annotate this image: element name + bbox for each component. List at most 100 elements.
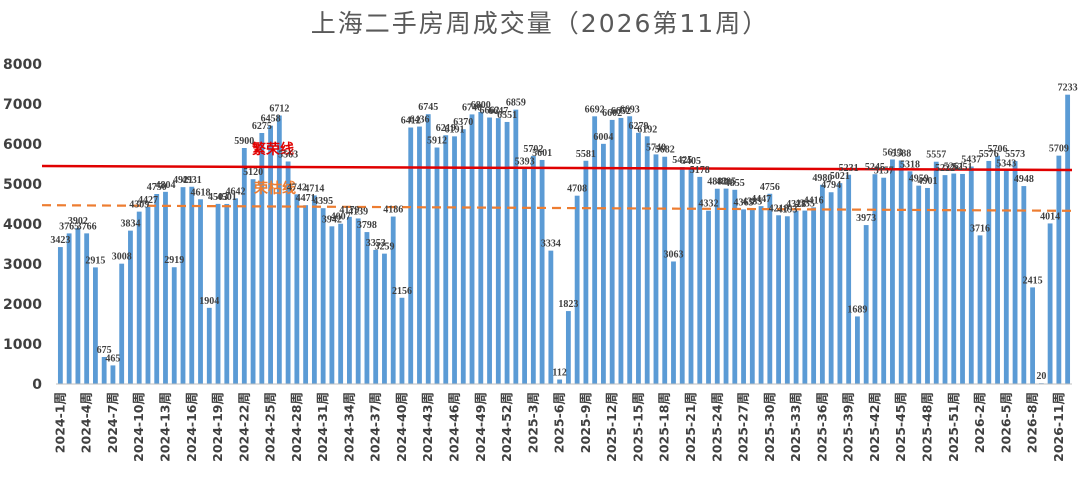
- y-tick-label: 7000: [3, 97, 42, 113]
- bar: [495, 118, 501, 385]
- bar: [767, 193, 773, 384]
- data-label: 3008: [112, 252, 132, 263]
- data-label: 3766: [77, 221, 97, 232]
- bar: [907, 171, 913, 384]
- bar: [469, 114, 475, 385]
- bar: [679, 167, 685, 384]
- data-label: 3902: [68, 216, 88, 227]
- data-label: 3423: [50, 235, 70, 246]
- data-label: 6412: [401, 116, 421, 127]
- bar: [951, 173, 957, 384]
- data-label: 1689: [847, 304, 867, 315]
- data-label: 6745: [418, 102, 438, 113]
- bar: [294, 194, 300, 384]
- x-tick-label: 2025-12周: [604, 392, 619, 462]
- bar-series: [57, 94, 1071, 385]
- data-label: 4855: [725, 178, 745, 189]
- data-label: 675: [97, 345, 112, 356]
- bar: [347, 216, 352, 384]
- data-label: 5120: [243, 167, 263, 178]
- bar: [644, 136, 650, 384]
- data-label: 5563: [278, 149, 298, 160]
- bar: [163, 191, 168, 384]
- data-label: 3798: [357, 220, 377, 231]
- bar: [706, 210, 711, 384]
- bar: [171, 267, 177, 384]
- y-axis: 0 1000 2000 3000 4000 5000 6000 7000 8000: [3, 57, 42, 393]
- data-label: 6436: [409, 115, 429, 126]
- x-tick-label: 2025-6周: [552, 392, 567, 453]
- data-label: 4501: [217, 192, 237, 203]
- bar: [819, 184, 825, 384]
- data-label: 5245: [865, 162, 885, 173]
- bar: [539, 159, 545, 384]
- x-tick-label: 2024-10周: [131, 392, 146, 462]
- x-tick-label: 2024-16周: [184, 392, 199, 462]
- data-label: 6219: [436, 123, 456, 134]
- data-label: 5900: [234, 136, 254, 147]
- bar: [487, 117, 492, 385]
- bar: [557, 379, 563, 384]
- x-tick-label: 2025-30周: [762, 392, 777, 462]
- bar: [601, 143, 606, 384]
- data-label: 3716: [970, 223, 990, 234]
- data-label: 5343: [996, 158, 1016, 169]
- data-label: 4742: [287, 182, 307, 193]
- bar: [968, 166, 974, 384]
- data-label: 5021: [830, 171, 850, 182]
- y-tick-label: 0: [32, 377, 42, 393]
- data-label: 3973: [856, 213, 876, 224]
- data-label: 5576: [979, 149, 999, 160]
- bar: [382, 253, 387, 384]
- bar: [890, 159, 895, 384]
- x-tick-label: 2024-1周: [52, 392, 67, 453]
- data-label: 5912: [427, 136, 447, 147]
- data-label: 6458: [261, 114, 281, 125]
- x-axis: 2024-1周 2024-4周 2024-7周 2024-10周 2024-13周 202…: [52, 383, 1072, 462]
- bar: [417, 126, 422, 384]
- data-label: 4794: [821, 180, 841, 191]
- bar: [942, 175, 948, 384]
- data-labels: 3423376539023766291567546530083834430944…: [50, 83, 1077, 383]
- data-label: 6692: [585, 104, 605, 115]
- x-tick-label: 2025-27周: [736, 392, 751, 462]
- data-label: 6551: [497, 110, 517, 121]
- data-label: 4921: [173, 175, 193, 186]
- data-label: 4335: [795, 199, 815, 210]
- y-tick-label: 8000: [3, 57, 42, 73]
- data-label: 4007: [331, 212, 351, 223]
- x-tick-label: 2025-51周: [946, 392, 961, 462]
- bar: [110, 365, 116, 384]
- x-tick-label: 2025-9周: [578, 392, 593, 453]
- chart-title: 上海二手房周成交量（2026第11周）: [310, 9, 770, 38]
- x-tick-label: 2024-43周: [420, 392, 435, 462]
- bar: [504, 121, 510, 385]
- bar: [93, 267, 98, 384]
- bar: [609, 119, 615, 385]
- x-tick-label: 2024-46周: [447, 392, 462, 462]
- data-label: 4618: [191, 187, 211, 198]
- bar: [758, 206, 764, 384]
- data-label: 465: [105, 353, 120, 364]
- bar: [206, 307, 212, 384]
- reference-line: [41, 164, 1073, 172]
- bar: [355, 218, 361, 384]
- bar: [478, 112, 484, 384]
- data-label: 6004: [593, 132, 613, 143]
- data-label: 4218: [769, 203, 789, 214]
- bar: [329, 226, 335, 384]
- data-label: 5709: [1049, 144, 1069, 155]
- data-label: 4014: [1040, 211, 1060, 222]
- bar: [1012, 161, 1018, 384]
- data-label: 6693: [620, 104, 640, 115]
- data-label: 5588: [891, 148, 911, 159]
- bar: [977, 235, 983, 384]
- data-label: 4186: [383, 205, 403, 216]
- x-tick-label: 2025-33周: [788, 392, 803, 462]
- data-label: 5557: [926, 150, 946, 161]
- data-label: 5251: [953, 162, 973, 173]
- data-label: 2415: [1023, 275, 1043, 286]
- data-label: 5231: [839, 163, 859, 174]
- data-label: 4804: [155, 180, 175, 191]
- data-label: 6279: [628, 121, 648, 132]
